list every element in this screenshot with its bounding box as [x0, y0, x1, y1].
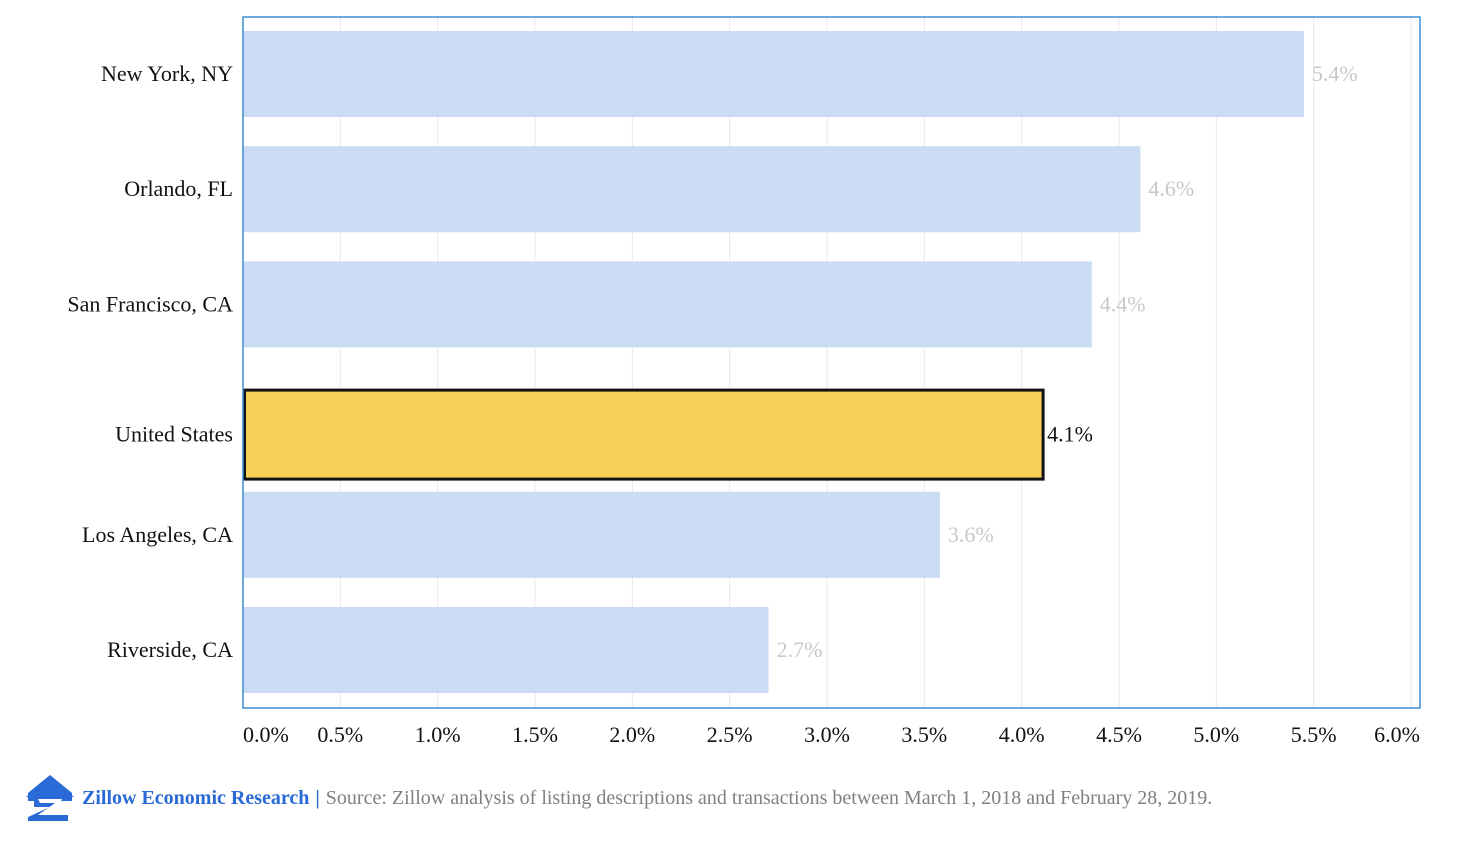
- plot-border: [242, 16, 1421, 709]
- category-label: Los Angeles, CA: [82, 522, 233, 547]
- brand-name: Zillow Economic Research: [82, 786, 310, 809]
- x-tick-label: 6.0%: [1374, 722, 1420, 747]
- bar: [243, 146, 1141, 233]
- bar-value-label: 3.6%: [948, 522, 994, 547]
- bar: [243, 491, 940, 578]
- plot-frame: [242, 16, 1421, 709]
- bar-highlight: [243, 388, 1045, 481]
- grid-lines: [339, 17, 1412, 708]
- bar: [243, 261, 1092, 348]
- footer-separator: |: [315, 786, 320, 809]
- x-tick-label: 4.5%: [1096, 722, 1142, 747]
- category-label: United States: [115, 422, 233, 447]
- x-tick-label: 2.0%: [609, 722, 655, 747]
- bar-value-label: 5.4%: [1312, 61, 1358, 86]
- x-tick-label: 1.0%: [415, 722, 461, 747]
- x-tick-label: 2.5%: [707, 722, 753, 747]
- x-tick-label: 5.0%: [1193, 722, 1239, 747]
- bar: [243, 607, 769, 693]
- x-tick-label: 3.5%: [901, 722, 947, 747]
- bars: [243, 31, 1304, 693]
- category-label: New York, NY: [101, 61, 233, 86]
- x-tick-label: 4.0%: [999, 722, 1045, 747]
- source-note: Source: Zillow analysis of listing descr…: [325, 786, 1213, 809]
- category-label: San Francisco, CA: [67, 291, 233, 316]
- category-label: Orlando, FL: [124, 176, 233, 201]
- value-labels: 5.4% 4.6% 4.4% 4.1% 3.6% 2.7%: [777, 61, 1358, 662]
- bar-value-label: 2.7%: [777, 637, 823, 662]
- x-tick-label: 0.0%: [243, 722, 289, 747]
- x-tick-labels: 0.0% 0.5% 1.0% 1.5% 2.0% 2.5% 3.0% 3.5% 4.0% 4.5%…: [243, 722, 1420, 747]
- x-tick-label: 1.5%: [512, 722, 558, 747]
- bar-value-label: 4.1%: [1047, 422, 1093, 447]
- x-tick-label: 5.5%: [1291, 722, 1337, 747]
- bar-chart: 5.4% 4.6% 4.4% 4.1% 3.6% 2.7% New York, NY Orl…: [67, 16, 1421, 747]
- footer: Zillow Economic Research | Source: Zillo…: [22, 770, 1212, 826]
- x-tick-label: 3.0%: [804, 722, 850, 747]
- x-tick-label: 0.5%: [317, 722, 363, 747]
- category-label: Riverside, CA: [107, 637, 233, 662]
- bar: [243, 31, 1304, 117]
- bar-value-label: 4.4%: [1100, 291, 1146, 316]
- category-labels: New York, NY Orlando, FL San Francisco, CA…: [67, 61, 233, 662]
- zillow-z-logo-icon: [26, 775, 74, 821]
- bar-value-label: 4.6%: [1148, 176, 1194, 201]
